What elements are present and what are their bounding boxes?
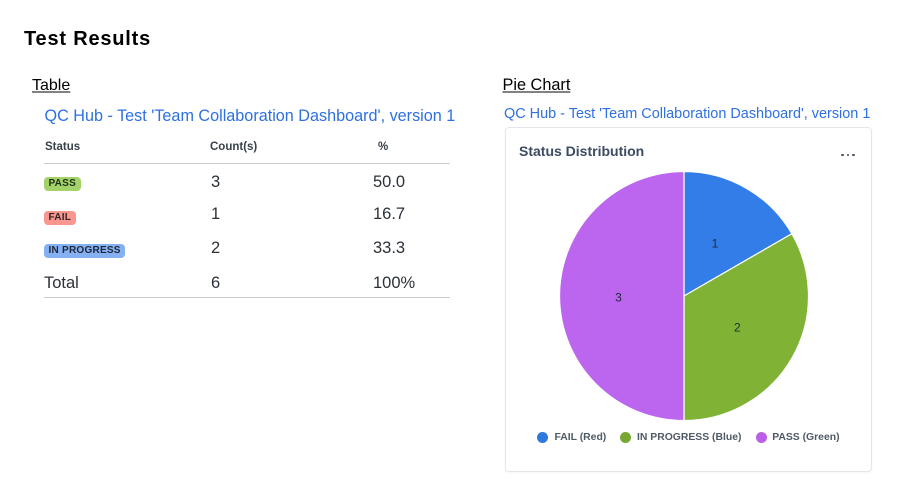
svg-text:2: 2: [733, 321, 740, 335]
svg-text:1: 1: [711, 236, 718, 250]
svg-text:3: 3: [615, 290, 622, 304]
